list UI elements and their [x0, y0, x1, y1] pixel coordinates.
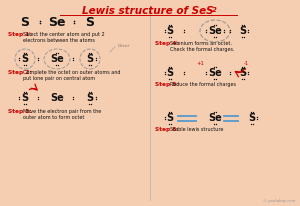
Text: Se: Se: [208, 68, 222, 78]
Text: Move the electron pair from the
outer atom to form octet: Move the electron pair from the outer at…: [23, 109, 101, 120]
Text: Se: Se: [50, 93, 64, 103]
Text: S: S: [21, 93, 28, 103]
Text: Selenium forms an octet.
Check the formal charges.: Selenium forms an octet. Check the forma…: [170, 41, 235, 52]
Text: Step 5:: Step 5:: [155, 82, 179, 87]
Text: Stable lewis structure: Stable lewis structure: [170, 127, 224, 132]
Text: S: S: [20, 15, 29, 28]
Text: Reduce the formal charges: Reduce the formal charges: [170, 82, 236, 87]
Text: S: S: [167, 26, 174, 36]
Text: Se: Se: [48, 15, 66, 28]
Text: Complete the octet on outer atoms and
put lone pair on central atom: Complete the octet on outer atoms and pu…: [23, 70, 121, 81]
Text: Se: Se: [208, 113, 222, 123]
Text: S: S: [248, 113, 256, 123]
Text: S: S: [239, 26, 247, 36]
Text: 2: 2: [212, 7, 216, 13]
Text: S: S: [167, 113, 174, 123]
Text: S: S: [85, 15, 94, 28]
Text: S: S: [86, 93, 94, 103]
Text: Step 2:: Step 2:: [8, 70, 32, 75]
Text: Octet: Octet: [118, 44, 130, 48]
Text: Step 1:: Step 1:: [8, 32, 32, 37]
Text: Se: Se: [208, 26, 222, 36]
Text: S: S: [239, 68, 247, 78]
Text: Step 4:: Step 4:: [155, 41, 179, 46]
Text: +1: +1: [196, 61, 204, 66]
Text: S: S: [21, 54, 28, 64]
Text: Step 3:: Step 3:: [8, 109, 32, 114]
Text: Lewis structure of SeS: Lewis structure of SeS: [82, 6, 214, 16]
Text: Step 6:: Step 6:: [155, 127, 179, 132]
Text: -1: -1: [243, 61, 249, 66]
Text: Select the center atom and put 2
electrons between the atoms: Select the center atom and put 2 electro…: [23, 32, 105, 43]
Text: © pediabay.com: © pediabay.com: [262, 199, 295, 203]
Text: S: S: [86, 54, 94, 64]
Text: Se: Se: [50, 54, 64, 64]
Text: S: S: [167, 68, 174, 78]
